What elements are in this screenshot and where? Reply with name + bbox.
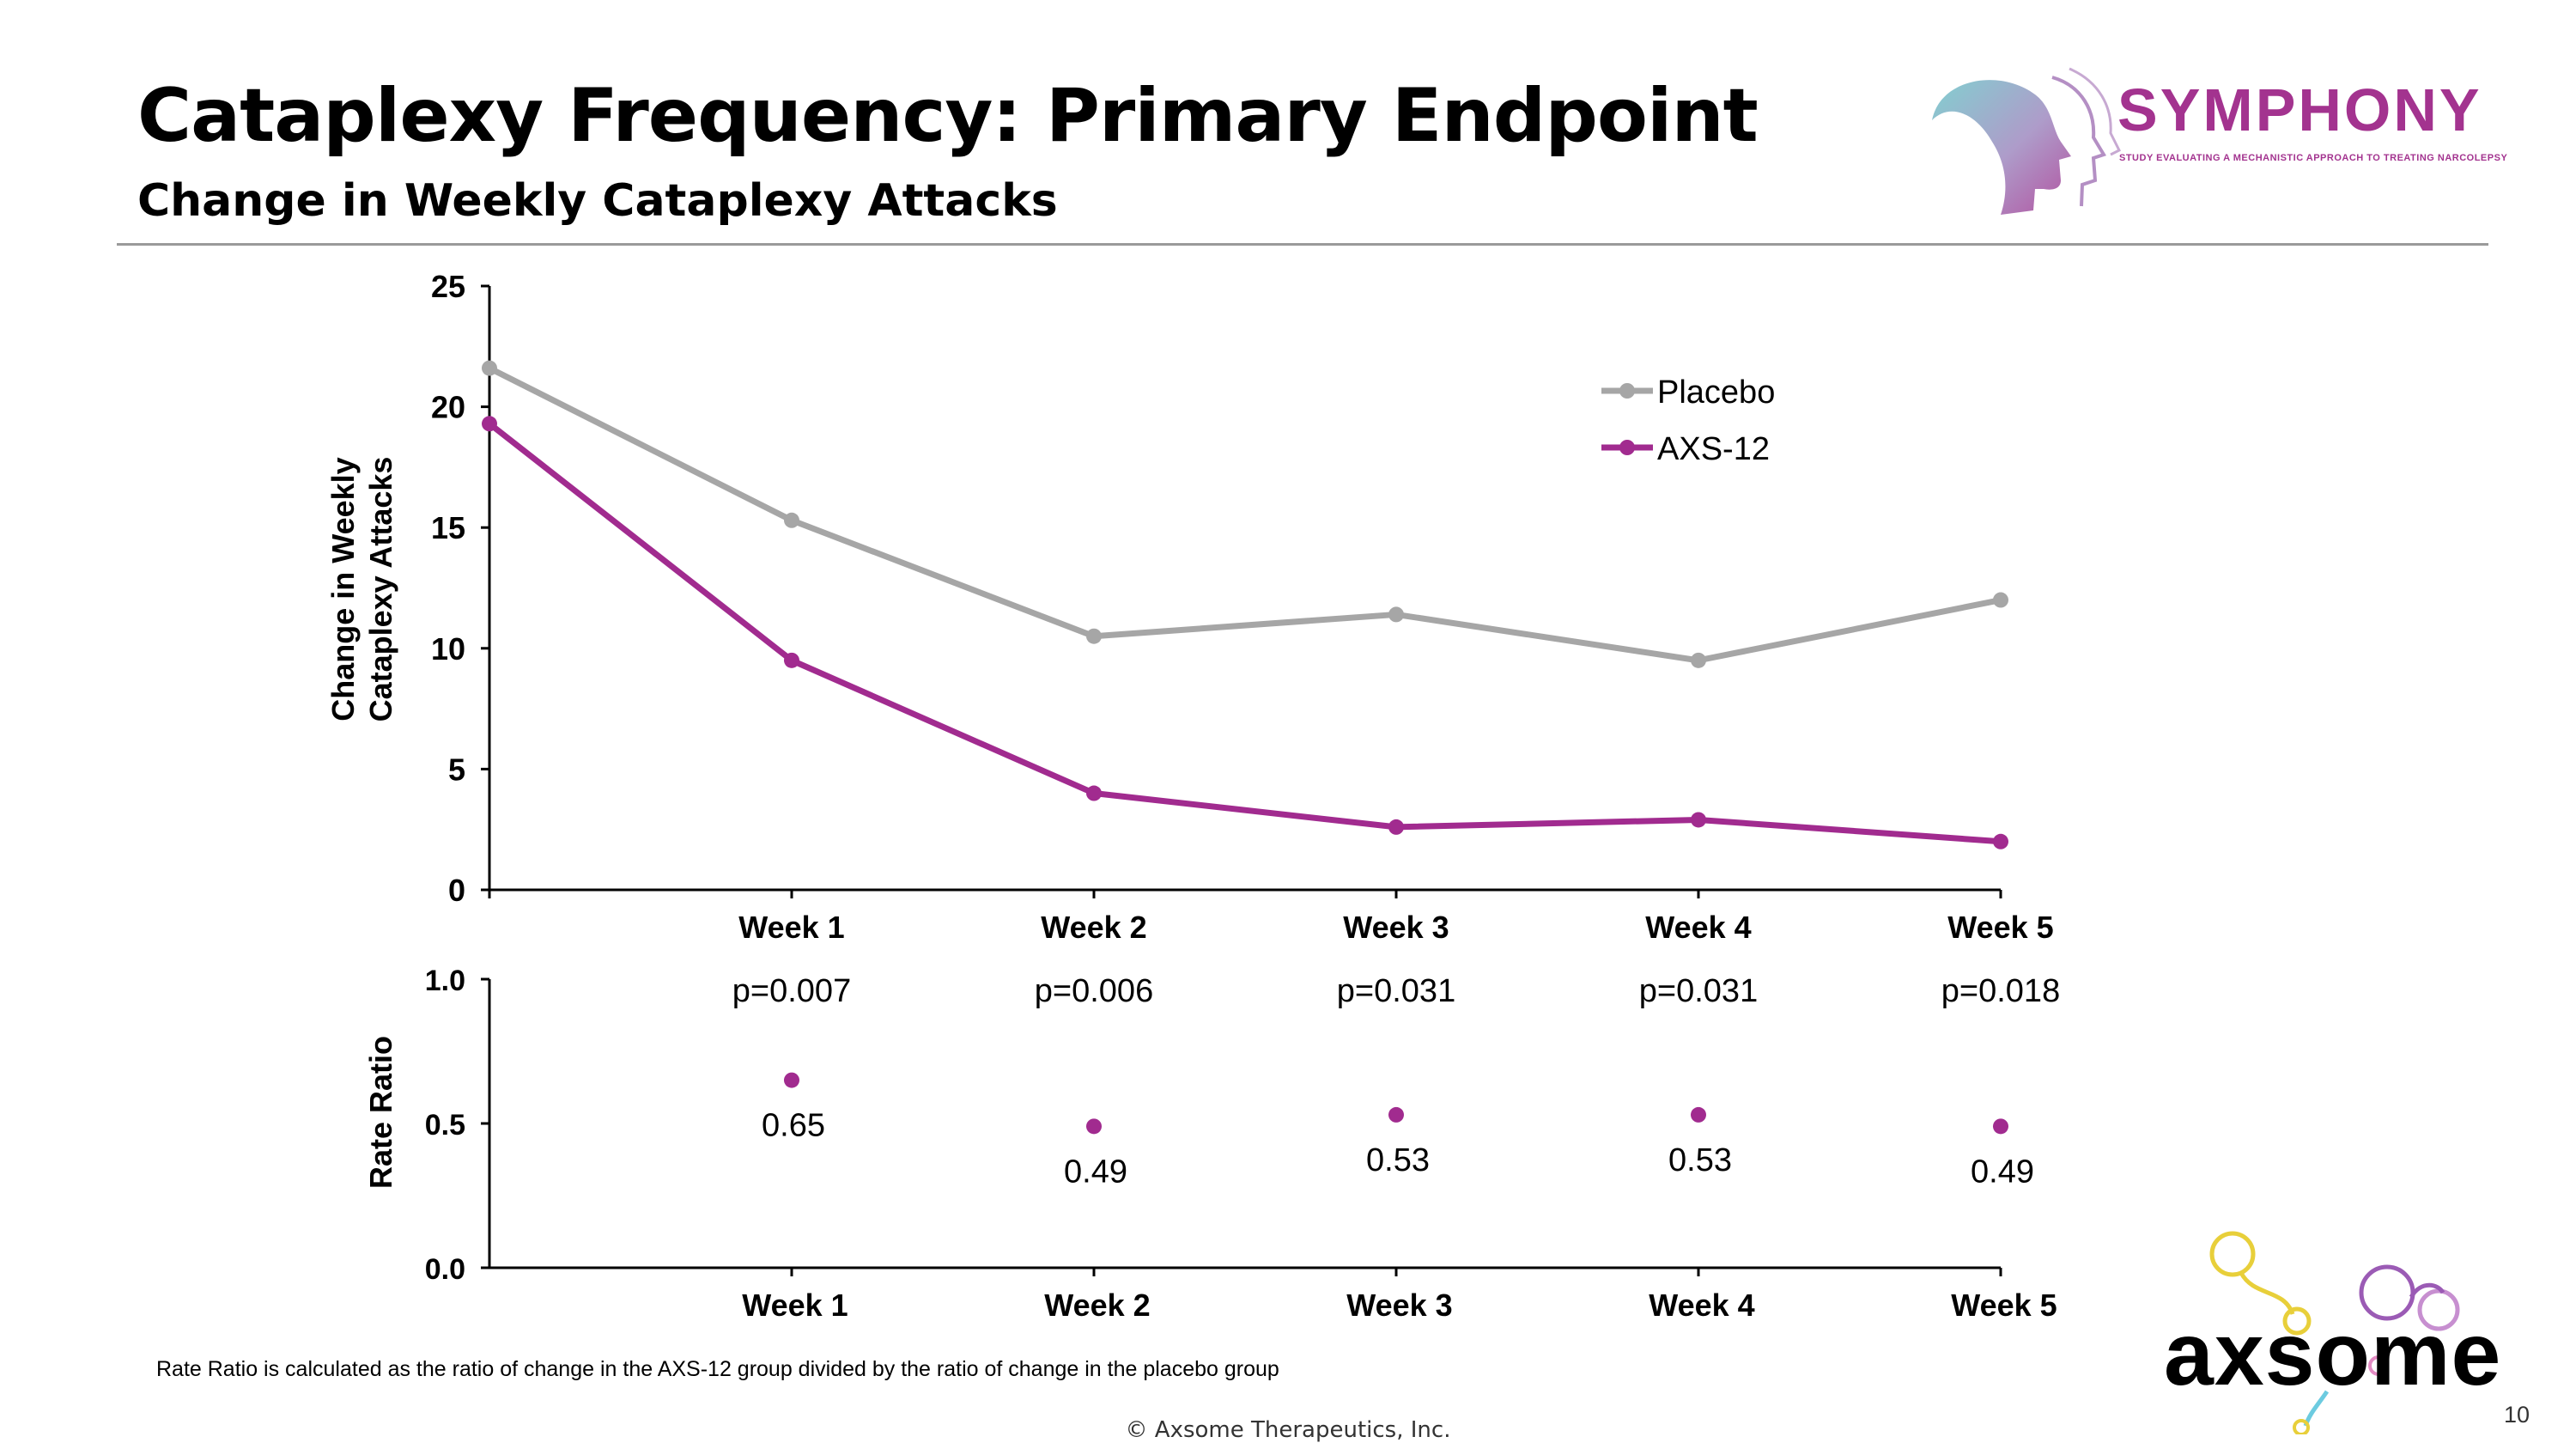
rate-ratio-point: [1691, 1106, 1706, 1123]
legend-placebo-marker: [1619, 383, 1635, 399]
ratio-chart-ytick-label: 0.5: [425, 1109, 465, 1142]
page-number: 10: [2503, 1402, 2530, 1428]
ratio-chart-xtick-label: Week 4: [1649, 1288, 1754, 1323]
p-value-label: p=0.031: [1639, 973, 1758, 1009]
ratio-chart-xtick-label: Week 3: [1346, 1288, 1452, 1323]
rate-ratio-point: [1993, 1118, 2008, 1135]
line-chart-xtick-label: Week 5: [1947, 910, 2053, 945]
line-chart-ytick-label: 5: [448, 752, 465, 787]
ratio-chart-ytick-label: 0.0: [425, 1253, 465, 1286]
series-point-axs12: [1388, 819, 1404, 835]
rate-ratio-value-label: 0.49: [1064, 1154, 1127, 1190]
weekly-cataplexy-line-chart: Change in Weekly Cataplexy Attacks 0 5 10 1…: [325, 269, 2054, 945]
rate-ratio-value-label: 0.65: [762, 1108, 825, 1144]
series-point-placebo: [1691, 652, 1706, 668]
symphony-head-icon: [1932, 67, 2122, 215]
copyright: © Axsome Therapeutics, Inc.: [1125, 1417, 1451, 1443]
series-point-axs12: [1086, 785, 1102, 801]
series-point-placebo: [482, 360, 497, 376]
line-chart-xtick-label: Week 2: [1041, 910, 1146, 945]
symphony-logo: SYMPHONY STUDY EVALUATING A MECHANISTIC …: [1923, 60, 2524, 223]
ratio-chart-ylabel: Rate Ratio: [363, 1036, 398, 1189]
series-point-axs12: [1993, 833, 2008, 849]
p-value-label: p=0.018: [1941, 973, 2060, 1009]
rate-ratio-footnote: Rate Ratio is calculated as the ratio of…: [156, 1357, 1279, 1381]
series-point-placebo: [1388, 606, 1404, 623]
ratio-chart-xtick-label: Week 5: [1951, 1288, 2057, 1323]
title-divider: [117, 243, 2488, 246]
series-point-placebo: [1993, 592, 2008, 608]
series-line-axs12: [487, 421, 2002, 845]
rate-ratio-point: [784, 1072, 799, 1088]
line-chart-xtick-label: Week 1: [738, 910, 844, 945]
line-chart-ytick-label: 0: [448, 873, 465, 908]
slide-subtitle: Change in Weekly Cataplexy Attacks: [137, 175, 1058, 227]
series-point-placebo: [1086, 628, 1102, 644]
rate-ratio-value-label: 0.53: [1668, 1142, 1732, 1178]
p-value-label: p=0.031: [1337, 973, 1455, 1009]
series-point-placebo: [784, 512, 799, 528]
symphony-tagline: STUDY EVALUATING A MECHANISTIC APPROACH …: [2119, 153, 2508, 163]
series-point-axs12: [1691, 812, 1706, 828]
line-chart-ylabel-line1: Change in Weekly: [325, 457, 361, 721]
series-point-axs12: [784, 652, 799, 668]
slide-title: Cataplexy Frequency: Primary Endpoint: [137, 73, 1759, 159]
line-chart-xtick-label: Week 3: [1343, 910, 1449, 945]
rate-ratio-point: [1388, 1106, 1404, 1123]
legend-axs12-label: AXS-12: [1657, 431, 1770, 467]
line-chart-ylabel-line2: Cataplexy Attacks: [363, 457, 398, 722]
legend-placebo-label: Placebo: [1657, 374, 1775, 411]
ratio-chart-ytick-label: 1.0: [425, 965, 465, 997]
ratio-chart-xtick-label: Week 2: [1044, 1288, 1150, 1323]
line-chart-ytick-label: 20: [431, 390, 465, 425]
axsome-logo: axsome: [2155, 1228, 2550, 1434]
line-chart-xtick-label: Week 4: [1645, 910, 1751, 945]
rate-ratio-point: [1086, 1118, 1102, 1135]
p-value-label: p=0.007: [732, 973, 851, 1009]
line-chart-ytick-label: 25: [431, 269, 465, 304]
line-chart-ytick-label: 15: [431, 510, 465, 545]
symphony-logo-text: SYMPHONY: [2117, 76, 2482, 143]
line-chart-ytick-label: 10: [431, 631, 465, 667]
legend-axs12-marker: [1619, 440, 1635, 455]
p-value-label: p=0.006: [1035, 973, 1153, 1009]
axsome-molecule-icon: [2209, 1231, 2460, 1434]
series-line-placebo: [488, 365, 2002, 664]
axsome-logo-text: axsome: [2164, 1305, 2502, 1404]
series-point-axs12: [482, 416, 497, 432]
ratio-chart-xtick-label: Week 1: [742, 1288, 848, 1323]
rate-ratio-value-label: 0.53: [1366, 1142, 1430, 1178]
line-chart-legend: Placebo AXS-12: [1601, 374, 1775, 467]
rate-ratio-chart: Rate Ratio 0.0 0.5 1.0 Week 1 Week 2 Week 3 We…: [363, 965, 2060, 1323]
rate-ratio-value-label: 0.49: [1971, 1154, 2034, 1190]
